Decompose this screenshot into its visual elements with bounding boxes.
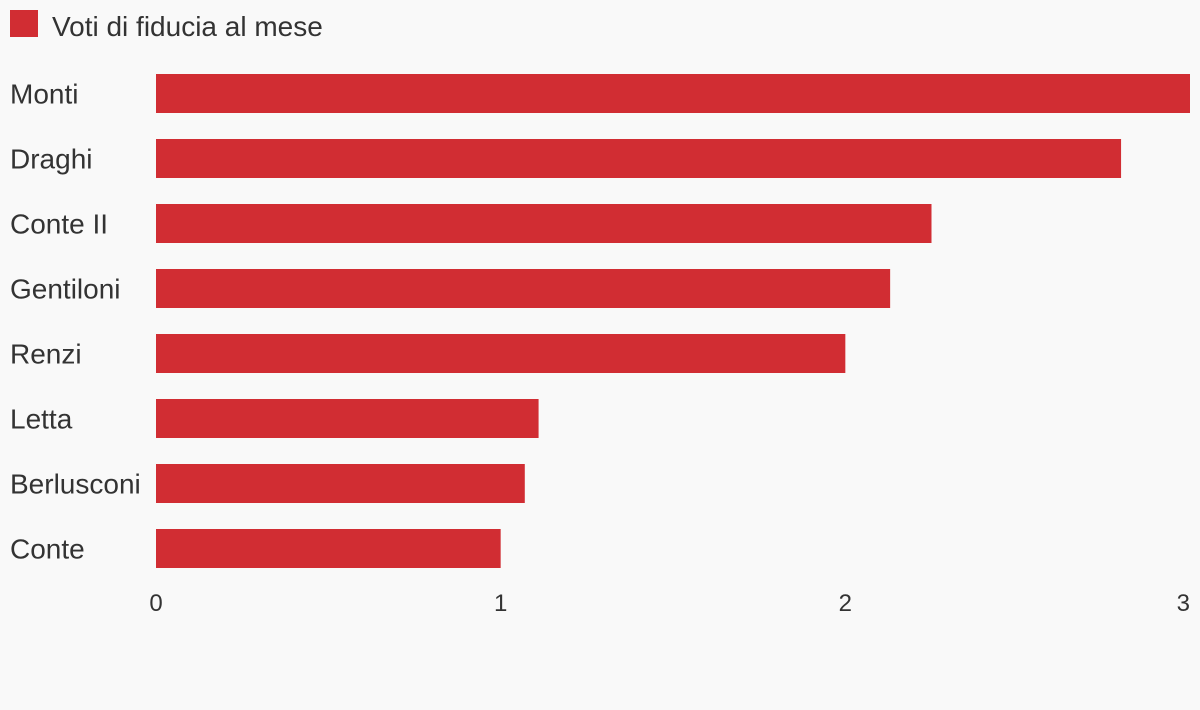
category-label: Renzi [10,339,82,370]
legend-swatch [10,10,38,37]
bar-letta [156,399,539,438]
bar-draghi [156,139,1122,178]
x-tick-label: 3 [1177,590,1190,617]
x-tick-label: 2 [839,590,852,617]
category-label: Conte [10,534,85,565]
bar-gentiloni [156,269,891,308]
x-axis-ticks: 0 1 2 3 [149,590,1190,617]
bar-conte [156,529,501,568]
legend: Voti di fiducia al mese [10,10,323,42]
bars-group [156,74,1190,568]
bar-monti [156,74,1190,113]
x-tick-label: 1 [494,590,507,617]
category-labels: Monti Draghi Conte II Gentiloni Renzi Letta Be… [10,79,141,565]
bar-renzi [156,334,846,373]
x-tick-label: 0 [149,590,162,617]
legend-label: Voti di fiducia al mese [52,11,323,42]
category-label: Letta [10,404,73,435]
category-label: Conte II [10,209,108,240]
category-label: Draghi [10,144,92,175]
category-label: Gentiloni [10,274,121,305]
bar-conte-ii [156,204,932,243]
category-label: Monti [10,79,78,110]
bar-berlusconi [156,464,525,503]
category-label: Berlusconi [10,469,141,500]
